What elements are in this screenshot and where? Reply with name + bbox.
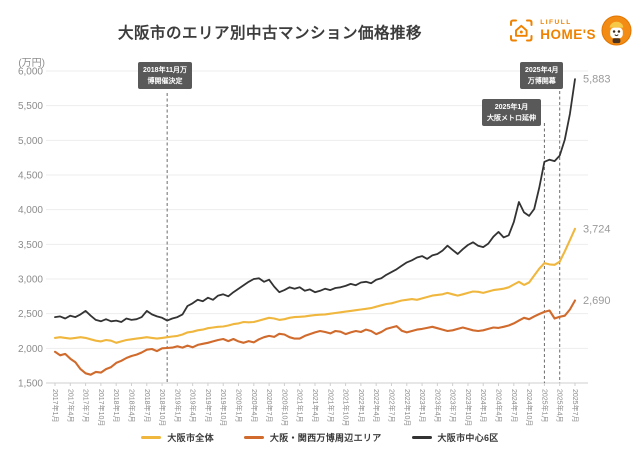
y-tick-label: 2,500	[18, 309, 43, 320]
mascot-icon	[601, 15, 632, 46]
y-tick-label: 5,000	[18, 136, 43, 147]
legend-swatch-expo-area	[243, 436, 264, 439]
x-tick-label: 2024年7月	[510, 389, 519, 422]
x-tick-label: 2021年10月	[342, 389, 351, 426]
lifull-homes-logo: LIFULL HOME'S	[508, 15, 632, 46]
x-tick-label: 2023年7月	[449, 389, 458, 422]
x-tick-label: 2025年7月	[571, 389, 580, 422]
logo-house-icon	[510, 19, 533, 42]
x-tick-label: 2025年1月	[540, 389, 549, 422]
y-tick-label: 3,000	[18, 275, 43, 286]
legend-item-central-6-wards: 大阪市中心6区	[411, 431, 499, 444]
y-tick-label: 6,000	[18, 67, 43, 78]
y-tick-label: 5,500	[18, 101, 43, 112]
x-tick-label: 2019年4月	[189, 389, 198, 422]
y-tick-label: 1,500	[18, 379, 43, 390]
x-tick-label: 2020年7月	[265, 389, 274, 422]
annotation-metro-extension: 2025年1月 大阪メトロ延伸	[482, 99, 541, 127]
y-tick-label: 3,500	[18, 240, 43, 251]
x-tick-label: 2019年7月	[204, 389, 213, 422]
legend-swatch-central-6-wards	[411, 436, 432, 439]
logo-brand-top: LIFULL	[540, 18, 572, 26]
legend-swatch-osaka-city-total	[141, 436, 162, 439]
x-tick-label: 2017年10月	[97, 389, 106, 426]
x-tick-label: 2020年10月	[280, 389, 289, 426]
x-tick-label: 2018年1月	[112, 389, 121, 422]
annotation-line1: 2025年1月	[494, 104, 529, 111]
x-tick-label: 2019年10月	[219, 389, 228, 426]
page-title: 大阪市のエリア別中古マンション価格推移	[117, 25, 422, 42]
y-tick-label: 2,000	[18, 344, 43, 355]
legend-item-expo-area: 大阪・関西万博周辺エリア	[243, 431, 382, 444]
legend-label: 大阪市中心6区	[437, 433, 499, 443]
line-osaka-city-total	[53, 227, 577, 344]
x-tick-label: 2020年1月	[235, 389, 244, 422]
x-tick-label: 2023年1月	[418, 389, 427, 422]
x-tick-label: 2022年4月	[372, 389, 381, 422]
annotation-expo-decision: 2018年11月万 博開催決定	[138, 62, 192, 90]
x-tick-label: 2017年7月	[82, 389, 91, 422]
x-tick-label: 2024年4月	[495, 389, 504, 422]
line-central-6-wards	[54, 78, 576, 323]
legend-label: 大阪・関西万博周辺エリア	[269, 433, 382, 443]
annotation-line2: 万博開幕	[527, 78, 556, 86]
x-tick-label: 2018年4月	[127, 389, 136, 422]
x-tick-label: 2022年10月	[403, 389, 412, 426]
end-value-label: 5,883	[583, 74, 611, 86]
x-tick-label: 2018年7月	[143, 389, 152, 422]
annotation-line2: 博開催決定	[147, 78, 183, 86]
x-tick-label: 2020年4月	[250, 389, 259, 422]
y-axis-unit: (万円)	[18, 58, 45, 69]
x-tick-label: 2023年4月	[433, 389, 442, 422]
logo-brand-bottom: HOME'S	[540, 27, 596, 42]
x-tick-label: 2021年4月	[311, 389, 320, 422]
x-tick-label: 2017年1月	[51, 389, 60, 422]
annotation-line1: 2025年4月	[525, 67, 559, 74]
x-tick-label: 2024年10月	[525, 389, 534, 426]
annotation-expo-opening: 2025年4月 万博開幕	[520, 62, 564, 90]
x-tick-label: 2019年1月	[173, 389, 182, 422]
x-tick-label: 2017年4月	[66, 389, 75, 422]
annotation-line1: 2018年11月万	[143, 67, 187, 74]
annotation-line2: 大阪メトロ延伸	[487, 115, 536, 123]
logo-wordmark: LIFULL HOME'S	[540, 18, 596, 42]
x-tick-label: 2022年7月	[387, 389, 396, 422]
x-tick-label: 2023年10月	[464, 389, 473, 426]
end-value-label: 3,724	[583, 223, 611, 235]
line-expo-area	[53, 299, 577, 376]
x-tick-label: 2022年1月	[357, 389, 366, 422]
x-tick-label: 2025年4月	[556, 389, 565, 422]
x-tick-label: 2021年1月	[296, 389, 305, 422]
legend-item-osaka-city-total: 大阪市全体	[141, 431, 214, 444]
x-tick-label: 2021年7月	[326, 389, 335, 422]
end-value-label: 2,690	[583, 295, 611, 307]
legend-label: 大阪市全体	[167, 433, 214, 443]
y-tick-label: 4,500	[18, 171, 43, 182]
x-tick-label: 2018年10月	[158, 389, 167, 426]
y-tick-label: 4,000	[18, 205, 43, 216]
x-tick-label: 2024年1月	[479, 389, 488, 422]
legend: 大阪市全体 大阪・関西万博周辺エリア 大阪市中心6区	[0, 431, 640, 444]
